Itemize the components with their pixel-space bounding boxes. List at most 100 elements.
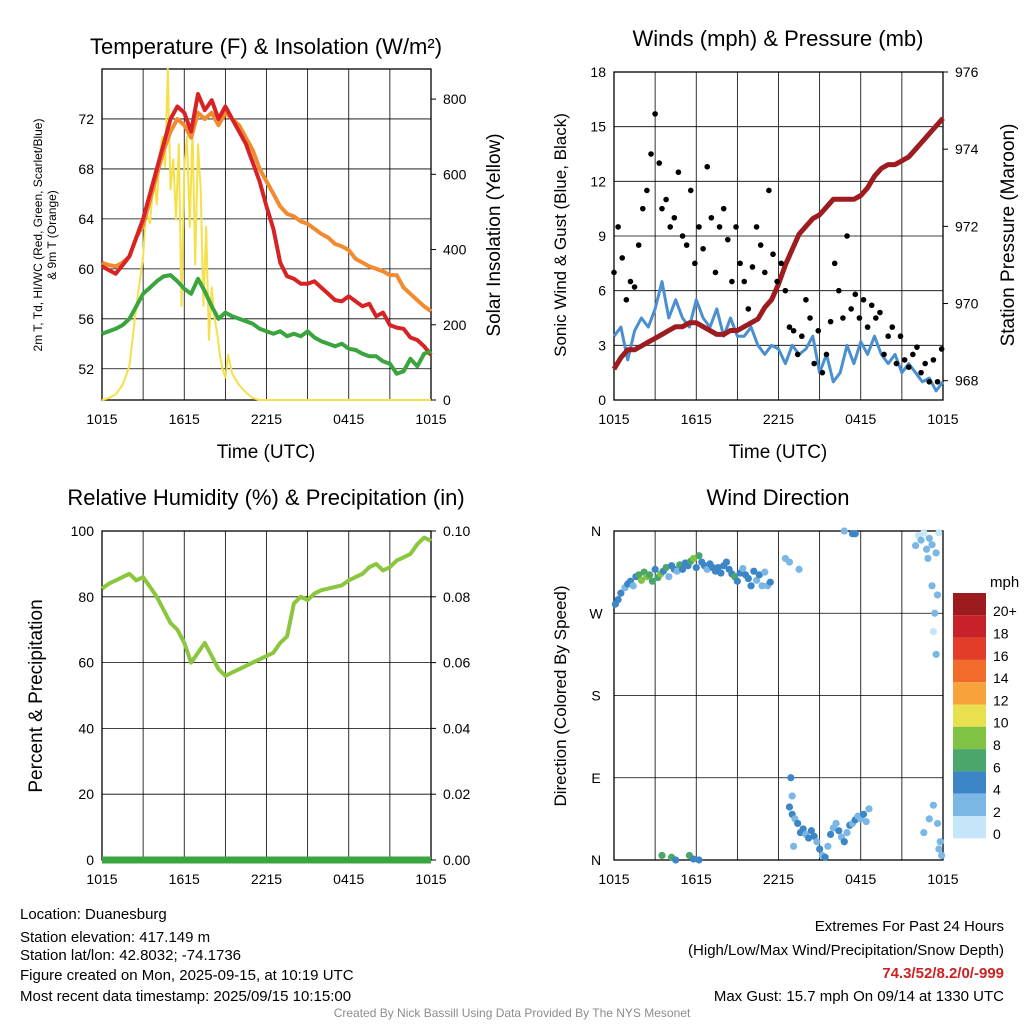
dewpoint-line [101,273,432,376]
y-tick-label-left: 9 [598,228,606,244]
gust-point [873,315,879,321]
gust-point [733,224,739,230]
direction-point [785,803,794,811]
direction-point [843,828,851,837]
direction-point [747,582,755,590]
direction-title: Wind Direction [706,485,849,510]
gust-point [786,324,793,330]
direction-point [936,838,944,846]
gust-point [934,378,941,385]
direction-point [920,529,928,537]
gust-point [635,242,642,248]
plot-frame [613,71,944,401]
direction-point [925,815,933,823]
gust-point [667,224,674,230]
colorbar-swatch [953,749,986,772]
gust-point [799,333,805,340]
x-tick-label: 1015 [415,411,446,427]
direction-point [689,554,698,563]
x-tick-label: 1615 [169,871,200,887]
direction-tick-label: N [591,523,601,539]
direction-point [826,830,835,839]
y-tick-label-left: 0 [598,392,606,408]
direction-point [917,536,925,544]
direction-point [733,577,741,585]
direction-point [928,541,936,549]
x-tick-label: 1015 [86,411,117,427]
gust-point [663,196,669,203]
direction-point [925,534,933,542]
y-tick-label-right: 972 [955,218,979,234]
direction-point [931,609,939,617]
y-tick-label-left: 60 [78,261,94,277]
gust-point [712,269,719,276]
colorbar-label: 10 [993,715,1009,731]
direction-point [938,851,946,860]
panel-3-frame [613,530,944,861]
y-tick-label-right: 0 [443,392,451,408]
gust-point [914,344,920,350]
y-tick-label-left: 12 [590,173,606,189]
gust-point [675,169,682,176]
gust-point [918,369,924,376]
direction-point [851,530,859,538]
x-tick-label: 1015 [598,411,629,427]
direction-point [794,819,802,828]
x-tick-label: 0415 [845,871,876,887]
gust-point [659,205,665,212]
gust-point [644,187,650,194]
gust-point [848,306,854,312]
gust-point [619,255,626,261]
gust-point [704,163,711,170]
direction-point [662,563,670,572]
direction-point [859,810,868,818]
y-tick-label-left: 20 [78,786,94,802]
y-tick-label-right: 0.10 [443,523,470,539]
winds-title: Winds (mph) & Pressure (mb) [633,26,924,51]
colorbar-label: 0 [993,826,1001,842]
recent-data-text: Most recent data timestamp: 2025/09/15 1… [20,988,352,1005]
y-tick-label-left: 0 [86,852,94,868]
extremes-title: Extremes For Past 24 Hours [814,918,1004,935]
gust-point [823,351,830,358]
direction-point [788,792,796,800]
direction-point [739,564,747,573]
x-tick-label: 1615 [169,411,200,427]
colorbar-title: mph [990,574,1019,591]
x-tick-label: 1615 [681,411,712,427]
y-tick-label-left: 80 [78,589,94,605]
gust-point [648,151,654,157]
latlon-text: Station lat/lon: 42.8032; -74.1736 [20,947,242,964]
y-tick-label-left: 56 [78,311,94,327]
direction-point [689,855,698,863]
y-tick-label-left: 64 [78,211,94,227]
gust-point [910,351,916,358]
y-tick-label-right: 0.04 [443,720,470,736]
direction-point [717,569,725,577]
colorbar-swatch [953,637,986,660]
y-tick-label-right: 0.08 [443,589,470,605]
x-tick-label: 1015 [927,411,958,427]
y-tick-label-left: 6 [598,283,606,299]
gust-point [885,333,891,340]
temp-2m-line [101,92,433,357]
direction-point [932,549,940,557]
x-tick-label: 1015 [927,871,958,887]
direction-point [922,545,931,553]
direction-tick-label: S [591,688,600,704]
x-tick-label: 2215 [251,411,282,427]
colorbar-label: 18 [993,625,1009,641]
insolation-line [101,68,431,401]
direction-point [672,856,680,864]
direction-point [787,774,795,782]
x-tick-label: 0415 [333,411,364,427]
gust-point [790,327,797,334]
direction-point [835,827,843,835]
direction-point [678,565,687,573]
gust-point [807,315,813,321]
gust-point [881,351,887,358]
direction-point [629,582,637,590]
direction-point [648,577,656,585]
colorbar-label: 8 [993,737,1001,753]
direction-point [614,595,622,604]
